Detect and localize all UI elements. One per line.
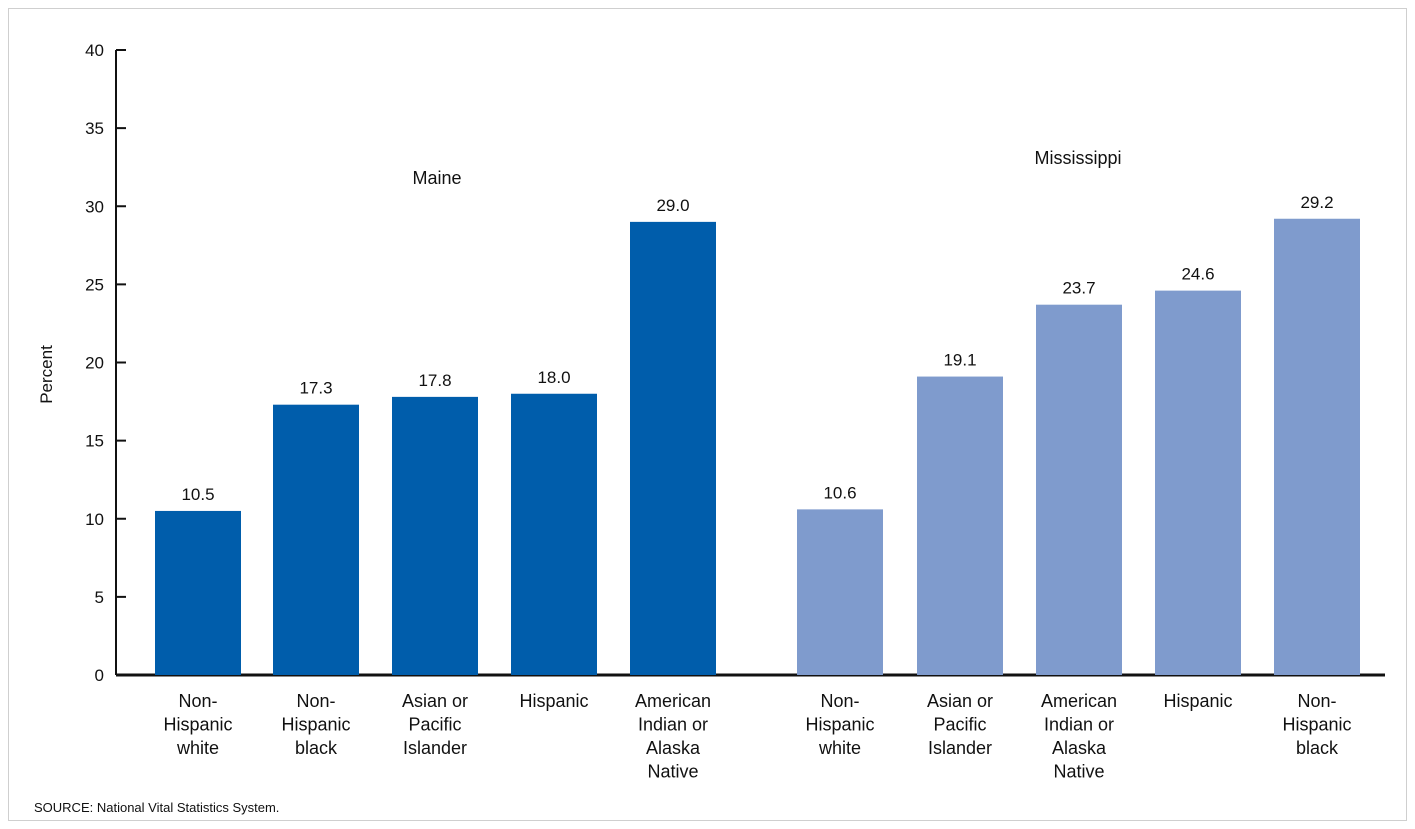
bar (797, 509, 883, 675)
category-label: Hispanic (519, 691, 588, 711)
category-label: Non-Hispanic black (1282, 691, 1351, 758)
category-label: Non-Hispanic white (805, 691, 874, 758)
bar-value-label: 18.0 (537, 368, 570, 387)
y-tick-label: 10 (85, 510, 104, 529)
y-tick-label: 35 (85, 119, 104, 138)
category-label: Non-Hispanic white (163, 691, 232, 758)
bar (917, 376, 1003, 675)
group-label: Maine (412, 168, 461, 188)
category-label: Non-Hispanic black (281, 691, 350, 758)
bar-value-label: 10.5 (181, 485, 214, 504)
category-label: Asian or Pacific Islander (927, 691, 993, 758)
bar-value-label: 17.8 (418, 371, 451, 390)
y-tick-label: 15 (85, 432, 104, 451)
category-label: American Indian or Alaska Native (635, 691, 711, 782)
category-label: Hispanic (1163, 691, 1232, 711)
y-tick-label: 40 (85, 41, 104, 60)
bar (1155, 290, 1241, 675)
bar-value-label: 17.3 (299, 379, 332, 398)
bar-value-label: 29.2 (1300, 193, 1333, 212)
y-tick-label: 20 (85, 354, 104, 373)
y-tick-label: 5 (95, 588, 104, 607)
y-axis-title: Percent (37, 345, 56, 404)
y-tick-label: 0 (95, 666, 104, 685)
bar (511, 393, 597, 675)
bar-value-label: 23.7 (1062, 279, 1095, 298)
bar-value-label: 24.6 (1181, 265, 1214, 284)
bar-value-label: 10.6 (823, 483, 856, 502)
bar (392, 396, 478, 675)
bar (273, 404, 359, 675)
bar-value-label: 29.0 (656, 196, 689, 215)
y-tick-label: 30 (85, 197, 104, 216)
group-label: Mississippi (1034, 148, 1121, 168)
bar-value-label: 19.1 (943, 351, 976, 370)
y-tick-label: 25 (85, 275, 104, 294)
bar (630, 221, 716, 675)
bar (1036, 304, 1122, 675)
bar (1274, 218, 1360, 675)
chart-frame (8, 8, 1407, 821)
source-note: SOURCE: National Vital Statistics System… (34, 800, 280, 815)
category-label: American Indian or Alaska Native (1041, 691, 1117, 782)
bars (155, 218, 1360, 675)
labels: Maine 10.5 Non-Hispanic white 17.3 Non-Hispan… (163, 148, 1351, 782)
category-label: Asian or Pacific Islander (402, 691, 468, 758)
bar (155, 510, 241, 675)
